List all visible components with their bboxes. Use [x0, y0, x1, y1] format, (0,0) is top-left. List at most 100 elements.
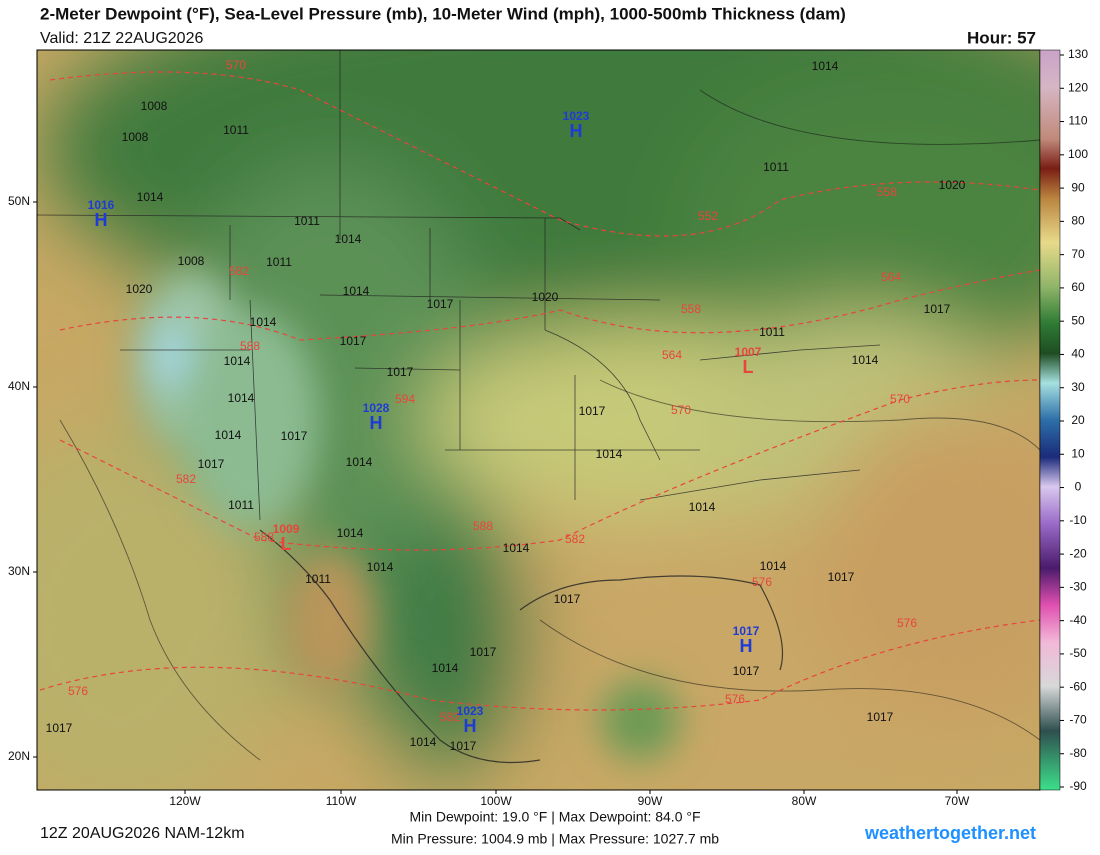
isobar-label: 1017 — [733, 664, 760, 678]
valid-time: Valid: 21Z 22AUG2026 — [40, 30, 203, 47]
colorbar-label: -50 — [1069, 646, 1087, 660]
isobar-label: 1020 — [126, 282, 153, 296]
center-symbol: L — [281, 534, 292, 554]
colorbar-label: 100 — [1068, 147, 1088, 161]
thickness-label: 588 — [240, 339, 260, 353]
isobar-label: 1014 — [503, 541, 530, 555]
thickness-label: 558 — [681, 302, 701, 316]
colorbar-label: -10 — [1069, 513, 1087, 527]
isobar-label: 1014 — [343, 284, 370, 298]
thickness-label: 582 — [176, 472, 196, 486]
thickness-label: 576 — [68, 684, 88, 698]
lon-label: 100W — [480, 794, 512, 808]
center-value: 1007 — [735, 345, 762, 359]
center-value: 1016 — [88, 198, 115, 212]
isobar-label: 1017 — [554, 592, 581, 606]
colorbar-label: 50 — [1071, 313, 1085, 327]
center-value: 1017 — [733, 624, 760, 638]
thickness-label: 570 — [890, 392, 910, 406]
dewpoint-field — [37, 50, 1040, 790]
center-value: 1009 — [273, 522, 300, 536]
colorbar-label: -40 — [1069, 613, 1087, 627]
colorbar-label: -90 — [1069, 779, 1087, 793]
isobar-label: 1017 — [340, 334, 367, 348]
isobar-label: 1017 — [470, 645, 497, 659]
colorbar-label: -80 — [1069, 746, 1087, 760]
isobar-label: 1014 — [852, 353, 879, 367]
colorbar-label: -20 — [1069, 546, 1087, 560]
center-symbol: H — [95, 210, 108, 230]
colorbar-label: -70 — [1069, 713, 1087, 727]
colorbar-label: 20 — [1071, 413, 1085, 427]
pressure-range: Min Pressure: 1004.9 mb | Max Pressure: … — [391, 831, 719, 847]
isobar-label: 1017 — [46, 721, 73, 735]
isobar-label: 1008 — [141, 99, 168, 113]
isobar-label: 1017 — [387, 365, 414, 379]
isobar-label: 1017 — [450, 739, 477, 753]
isobar-label: 1011 — [763, 160, 789, 174]
colorbar-label: -30 — [1069, 580, 1087, 594]
colorbar-label: 70 — [1071, 247, 1085, 261]
center-symbol: H — [740, 636, 753, 656]
center-value: 1023 — [563, 109, 590, 123]
isobar-label: 1011 — [223, 123, 249, 137]
thickness-label: 576 — [897, 616, 917, 630]
lon-label: 120W — [169, 794, 201, 808]
isobar-label: 1017 — [828, 570, 855, 584]
lat-label: 50N — [8, 194, 30, 208]
lat-label: 30N — [8, 564, 30, 578]
lat-label: 20N — [8, 749, 30, 763]
thickness-label: 558 — [877, 185, 897, 199]
isobar-label: 1017 — [281, 429, 308, 443]
isobar-label: 1008 — [178, 254, 205, 268]
center-symbol: H — [464, 716, 477, 736]
colorbar-label: 130 — [1068, 47, 1088, 61]
colorbar-label: 120 — [1068, 80, 1088, 94]
lon-label: 70W — [945, 794, 970, 808]
forecast-hour: Hour: 57 — [967, 28, 1036, 47]
thickness-label: 588 — [473, 519, 493, 533]
thickness-label: 552 — [698, 209, 718, 223]
isobar-label: 1014 — [335, 232, 362, 246]
isobar-label: 1011 — [759, 325, 785, 339]
isobar-label: 1014 — [410, 735, 437, 749]
colorbar-label: 40 — [1071, 347, 1085, 361]
isobar-label: 1014 — [250, 315, 277, 329]
isobar-label: 1020 — [532, 290, 559, 304]
lon-label: 90W — [638, 794, 663, 808]
isobar-label: 1011 — [305, 572, 331, 586]
isobar-label: 1014 — [689, 500, 716, 514]
isobar-label: 1017 — [198, 457, 225, 471]
thickness-label: 570 — [226, 58, 246, 72]
colorbar-label: 30 — [1071, 380, 1085, 394]
isobar-label: 1017 — [867, 710, 894, 724]
isobar-label: 1014 — [228, 391, 255, 405]
isobar-label: 1011 — [266, 255, 292, 269]
thickness-label: 582 — [565, 532, 585, 546]
thickness-label: 564 — [881, 270, 901, 284]
center-symbol: H — [370, 413, 383, 433]
thickness-label: 576 — [725, 692, 745, 706]
thickness-label: 594 — [395, 392, 415, 406]
colorbar-label: 10 — [1071, 446, 1085, 460]
lon-label: 110W — [326, 794, 357, 808]
isobar-label: 1020 — [939, 178, 966, 192]
isobar-label: 1014 — [337, 526, 364, 540]
thickness-label: 582 — [229, 264, 249, 278]
isobar-label: 1017 — [579, 404, 606, 418]
isobar-label: 1014 — [137, 190, 164, 204]
isobar-label: 1014 — [224, 354, 251, 368]
colorbar-label: 90 — [1071, 180, 1085, 194]
isobar-label: 1011 — [294, 214, 320, 228]
colorbar-label: 110 — [1068, 114, 1087, 128]
thickness-label: 570 — [671, 403, 691, 417]
thickness-label: 576 — [752, 575, 772, 589]
isobar-label: 1014 — [596, 447, 623, 461]
center-symbol: L — [743, 357, 754, 377]
isobar-label: 1014 — [812, 59, 839, 73]
center-value: 1023 — [457, 704, 484, 718]
isobar-label: 1011 — [228, 498, 254, 512]
colorbar — [1039, 49, 1061, 791]
